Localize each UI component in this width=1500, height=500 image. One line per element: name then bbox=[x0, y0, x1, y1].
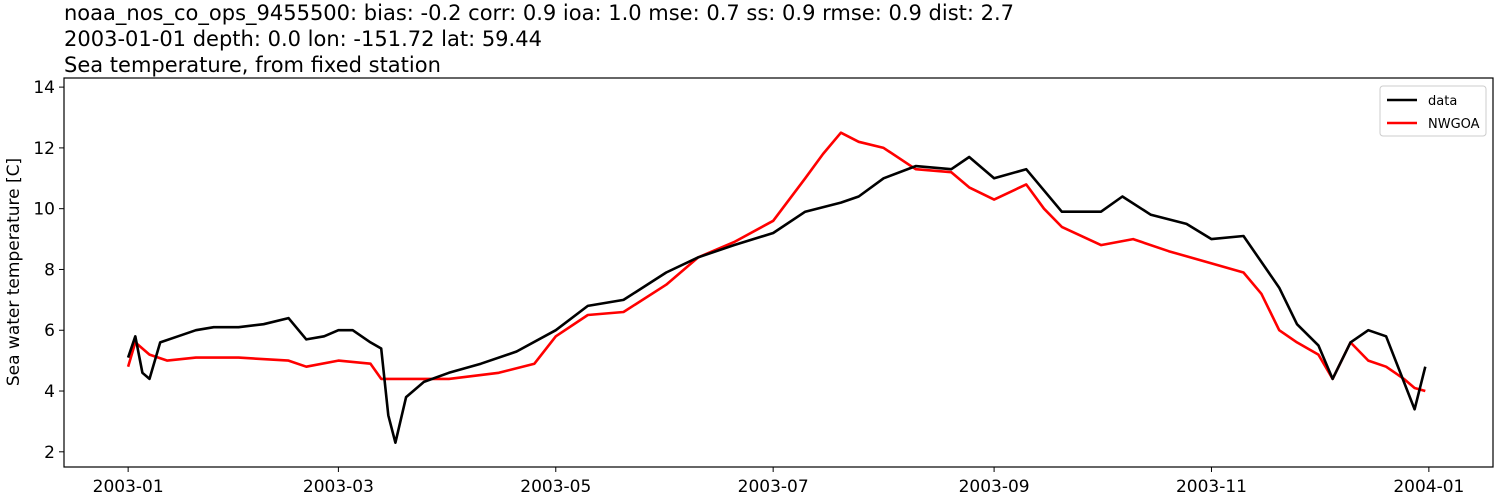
series-line-nwgoa bbox=[126, 131, 1426, 393]
x-tick-label: 2003-05 bbox=[520, 477, 591, 497]
chart-title-block: noaa_nos_co_ops_9455500: bias: -0.2 corr… bbox=[64, 0, 1014, 78]
y-tick-label: 4 bbox=[44, 382, 55, 402]
x-tick-label: 2003-11 bbox=[1176, 477, 1247, 497]
legend: data NWGOA bbox=[1379, 85, 1487, 137]
y-axis-label: Sea water temperature [C] bbox=[4, 158, 24, 386]
chart-title-location: 2003-01-01 depth: 0.0 lon: -151.72 lat: … bbox=[64, 27, 542, 51]
x-tick-label: 2003-01 bbox=[93, 477, 164, 497]
x-tick-label: 2003-03 bbox=[303, 477, 374, 497]
series-layer bbox=[126, 131, 1427, 445]
chart-title: Sea temperature, from fixed station bbox=[64, 53, 441, 77]
y-tick-label: 6 bbox=[44, 321, 55, 341]
y-tick-label: 10 bbox=[33, 200, 55, 220]
legend-label: data bbox=[1428, 94, 1457, 109]
y-tick-label: 12 bbox=[33, 139, 55, 159]
y-tick-label: 14 bbox=[33, 78, 55, 98]
y-tick-label: 2 bbox=[44, 443, 55, 463]
chart-title-stats: noaa_nos_co_ops_9455500: bias: -0.2 corr… bbox=[64, 1, 1015, 25]
legend-label: NWGOA bbox=[1428, 117, 1480, 132]
axis-ticks: 2003-01 2003-03 2003-05 2003-07 2003-09 2003-… bbox=[33, 78, 1464, 497]
x-tick-label: 2004-01 bbox=[1393, 477, 1464, 497]
x-tick-label: 2003-09 bbox=[959, 477, 1030, 497]
plot-frame bbox=[63, 77, 1494, 468]
x-tick-label: 2003-07 bbox=[738, 477, 809, 497]
y-tick-label: 8 bbox=[44, 260, 55, 280]
series-line-data bbox=[126, 155, 1427, 445]
